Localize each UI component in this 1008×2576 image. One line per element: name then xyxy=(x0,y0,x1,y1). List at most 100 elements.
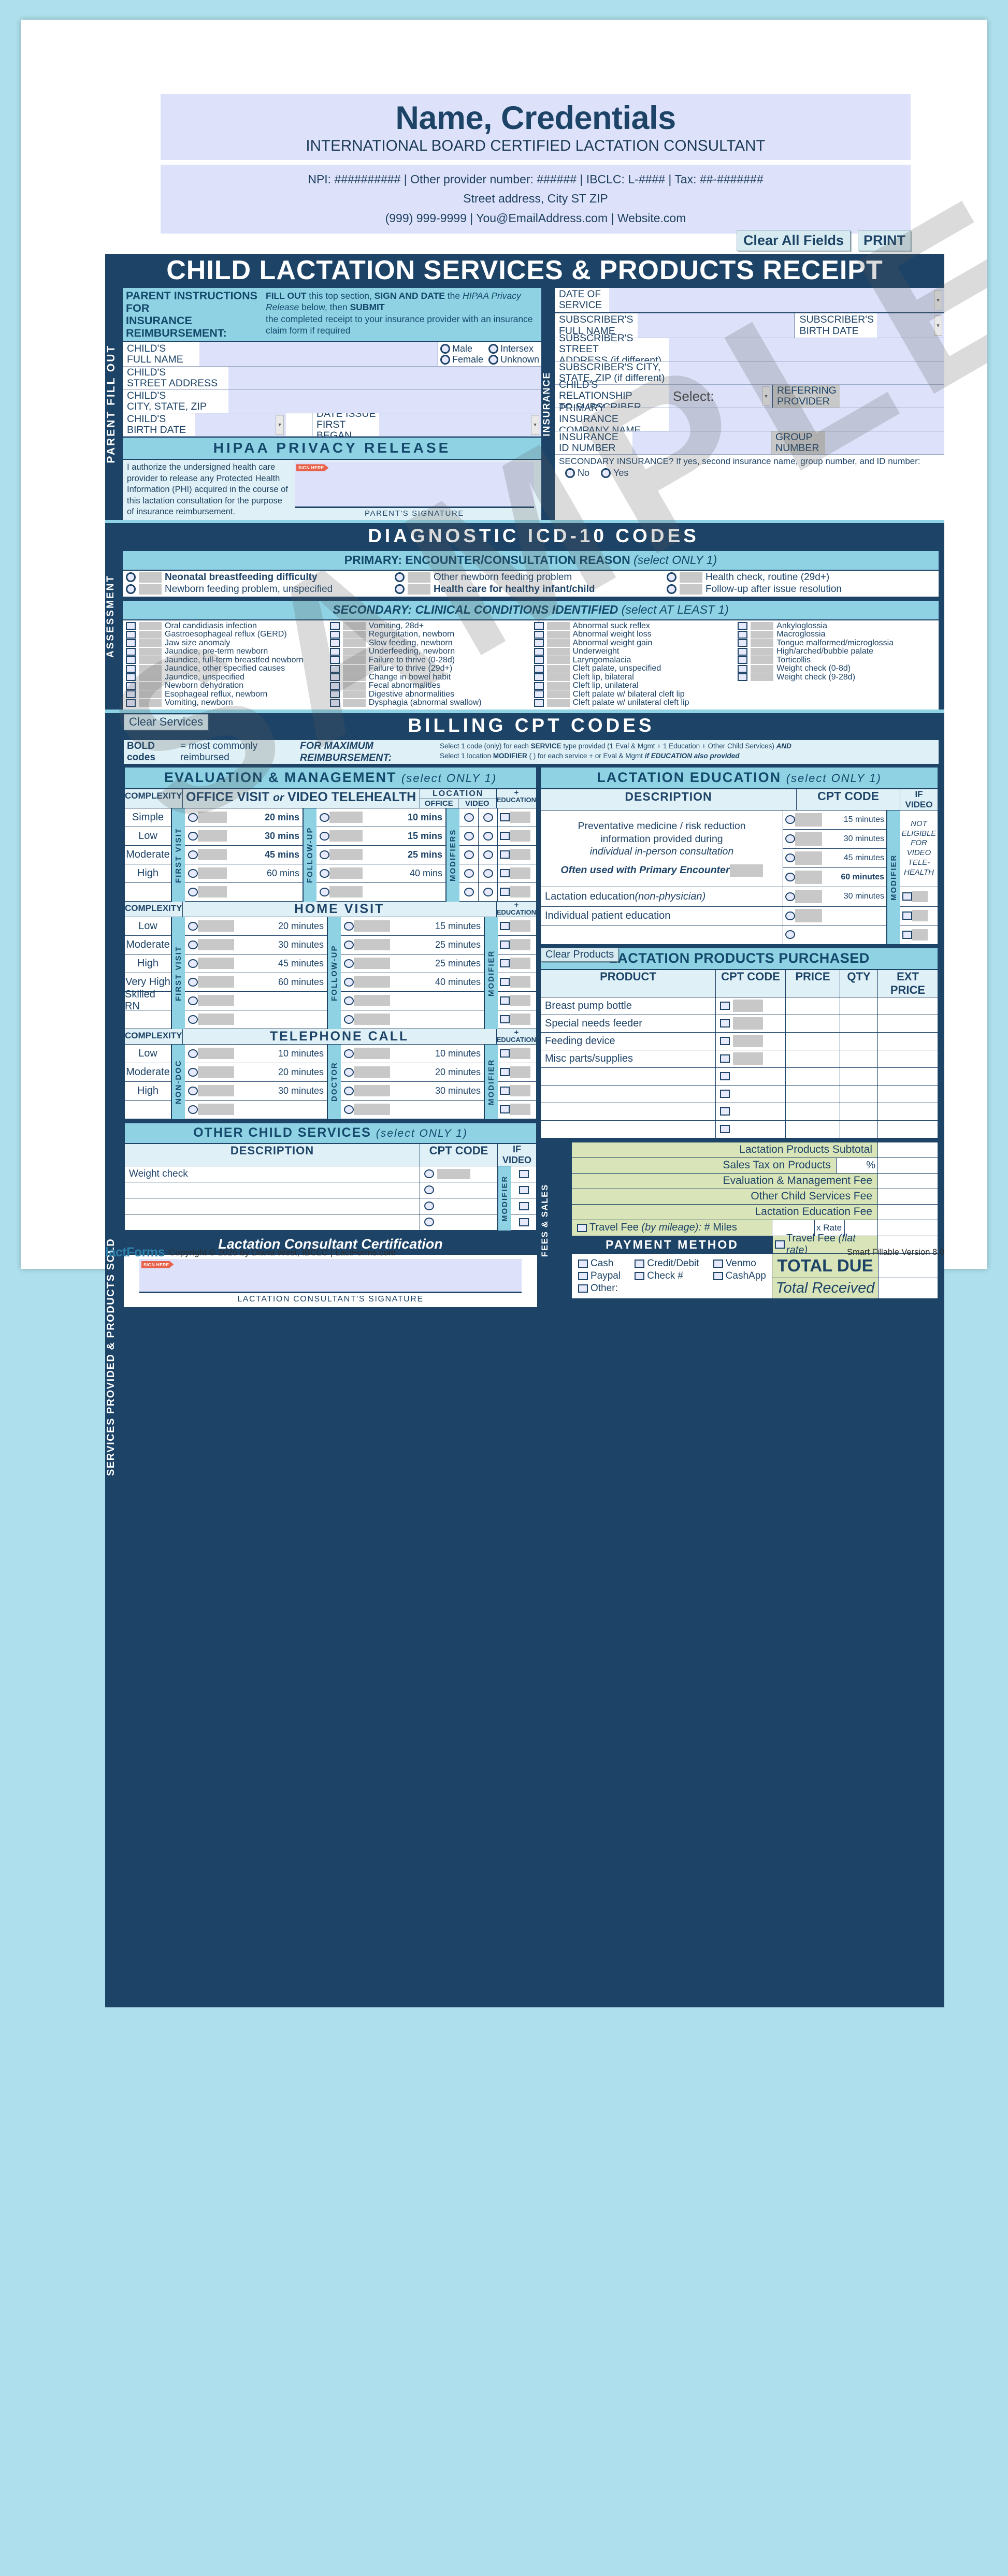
radio-phone-doctor-0-icon[interactable] xyxy=(344,1049,354,1058)
radio-phone-doctor-1-icon[interactable] xyxy=(344,1068,354,1077)
radio-office-follow-2-icon[interactable] xyxy=(320,850,329,859)
product-price-3[interactable] xyxy=(786,1050,840,1068)
secondary-option-1-9[interactable]: Dysphagia (abnormal swallow) xyxy=(330,699,531,707)
secondary-option-2-0[interactable]: Abnormal suck reflex xyxy=(534,622,735,631)
radio-education-individual-icon[interactable] xyxy=(785,911,795,920)
checkbox-secondary-0-8-icon[interactable] xyxy=(126,690,136,698)
radio-home-follow-4-icon[interactable] xyxy=(344,996,354,1005)
checkbox-payment-2-icon[interactable] xyxy=(713,1260,723,1268)
product-name-4[interactable] xyxy=(541,1068,715,1086)
primary-option-3[interactable]: Health care for healthy infant/child xyxy=(395,584,667,595)
product-name-2[interactable]: Feeding device xyxy=(541,1033,715,1050)
checkbox-home-education-4-icon[interactable] xyxy=(500,996,510,1005)
radio-education-blank-icon[interactable] xyxy=(785,930,795,939)
product-qty-4[interactable] xyxy=(840,1068,877,1086)
radio-office-first-0-icon[interactable] xyxy=(188,813,198,822)
other-child-desc-3[interactable] xyxy=(125,1214,420,1231)
checkbox-payment-4-icon[interactable] xyxy=(635,1272,644,1280)
travel-fee-mileage-row[interactable]: Travel Fee (by mileage): # Miles xyxy=(572,1220,772,1236)
referring-provider-input[interactable] xyxy=(840,385,944,408)
checkbox-secondary-3-1-icon[interactable] xyxy=(738,631,747,639)
product-name-3[interactable]: Misc parts/supplies xyxy=(541,1050,715,1068)
payment-option-5[interactable]: CashApp xyxy=(713,1270,772,1282)
secondary-option-1-3[interactable]: Underfeeding, newborn xyxy=(330,647,531,656)
secondary-option-2-4[interactable]: Laryngomalacia xyxy=(534,656,735,665)
checkbox-product-1-icon[interactable] xyxy=(720,1019,730,1027)
secondary-option-0-2[interactable]: Jaw size anomaly xyxy=(126,639,327,648)
radio-phone-doctor-3-icon[interactable] xyxy=(344,1105,354,1114)
radio-primary-4-icon[interactable] xyxy=(667,572,676,582)
radio-office-loc-office-0-icon[interactable] xyxy=(464,813,474,822)
radio-phone-doctor-2-icon[interactable] xyxy=(344,1087,354,1095)
checkbox-secondary-1-5-icon[interactable] xyxy=(330,665,340,673)
checkbox-secondary-2-5-icon[interactable] xyxy=(534,665,544,673)
date-issue-first-began-input[interactable] xyxy=(379,413,541,436)
radio-education-prev-2-icon[interactable] xyxy=(785,853,795,862)
radio-office-first-3-icon[interactable] xyxy=(188,869,198,878)
relationship-select-value[interactable]: Select: xyxy=(673,388,714,404)
secondary-option-2-6[interactable]: Cleft lip, bilateral xyxy=(534,673,735,682)
product-price-6[interactable] xyxy=(786,1103,840,1121)
secondary-option-3-5[interactable]: Weight check (0-8d) xyxy=(738,664,939,673)
checkbox-secondary-3-5-icon[interactable] xyxy=(738,665,747,673)
radio-home-follow-5-icon[interactable] xyxy=(344,1015,354,1024)
secondary-option-0-9[interactable]: Vomiting, newborn xyxy=(126,699,327,707)
radio-office-loc-video-0-icon[interactable] xyxy=(483,813,493,822)
checkbox-phone-education-3-icon[interactable] xyxy=(500,1105,510,1113)
checkbox-secondary-2-2-icon[interactable] xyxy=(534,639,544,647)
checkbox-secondary-2-1-icon[interactable] xyxy=(534,631,544,639)
radio-other-child-1-icon[interactable] xyxy=(424,1185,434,1194)
checkbox-secondary-3-3-icon[interactable] xyxy=(738,648,747,656)
radio-home-first-1-icon[interactable] xyxy=(188,940,198,949)
radio-home-follow-1-icon[interactable] xyxy=(344,940,354,949)
checkbox-secondary-1-7-icon[interactable] xyxy=(330,682,340,690)
primary-option-1[interactable]: Newborn feeding problem, unspecified xyxy=(126,584,395,595)
clear-products-button[interactable]: Clear Products xyxy=(541,948,618,962)
secondary-option-3-0[interactable]: Ankyloglossia xyxy=(738,622,939,631)
radio-primary-2-icon[interactable] xyxy=(395,572,405,582)
secondary-option-1-6[interactable]: Change in bowel habit xyxy=(330,673,531,682)
radio-office-first-4-icon[interactable] xyxy=(188,888,198,896)
checkbox-product-5-icon[interactable] xyxy=(720,1090,730,1098)
clear-all-fields-button[interactable]: Clear All Fields xyxy=(737,230,851,251)
radio-home-first-3-icon[interactable] xyxy=(188,978,198,987)
checkbox-secondary-3-0-icon[interactable] xyxy=(738,622,747,630)
product-qty-6[interactable] xyxy=(840,1103,877,1121)
parent-signature-input[interactable] xyxy=(295,462,534,506)
radio-office-loc-office-3-icon[interactable] xyxy=(464,869,474,878)
checkbox-secondary-3-6-icon[interactable] xyxy=(738,673,747,681)
secondary-option-2-3[interactable]: Underweight xyxy=(534,647,735,656)
group-number-input[interactable] xyxy=(825,431,944,454)
checkbox-office-education-3-icon[interactable] xyxy=(500,869,510,877)
checkbox-secondary-1-2-icon[interactable] xyxy=(330,639,340,647)
secondary-option-2-7[interactable]: Cleft lip, unilateral xyxy=(534,682,735,690)
payment-option-3[interactable]: Paypal xyxy=(578,1270,626,1282)
checkbox-secondary-2-4-icon[interactable] xyxy=(534,656,544,664)
total-received-value[interactable] xyxy=(879,1278,938,1298)
child-city-state-zip-input[interactable] xyxy=(228,390,541,413)
checkbox-secondary-0-7-icon[interactable] xyxy=(126,682,136,690)
primary-option-5[interactable]: Follow-up after issue resolution xyxy=(667,584,939,595)
secondary-insurance-no[interactable]: No xyxy=(565,468,589,479)
radio-home-follow-0-icon[interactable] xyxy=(344,922,354,931)
secondary-option-2-1[interactable]: Abnormal weight loss xyxy=(534,630,735,639)
checkbox-secondary-0-4-icon[interactable] xyxy=(126,656,136,664)
radio-yes-icon[interactable] xyxy=(601,468,611,478)
radio-male-icon[interactable] xyxy=(440,344,450,354)
radio-phone-nondoc-3-icon[interactable] xyxy=(188,1105,198,1114)
sex-radio-female[interactable]: Female xyxy=(440,354,488,365)
radio-office-follow-3-icon[interactable] xyxy=(320,869,329,878)
secondary-option-0-8[interactable]: Esophageal reflux, newborn xyxy=(126,690,327,699)
radio-office-loc-video-4-icon[interactable] xyxy=(483,888,493,896)
radio-primary-3-icon[interactable] xyxy=(395,584,405,594)
secondary-option-0-4[interactable]: Jaundice, full-term breastfed newborn xyxy=(126,656,327,665)
product-price-4[interactable] xyxy=(786,1068,840,1086)
radio-other-child-2-icon[interactable] xyxy=(424,1202,434,1210)
radio-home-first-4-icon[interactable] xyxy=(188,996,198,1005)
product-price-1[interactable] xyxy=(786,1015,840,1033)
primary-insurance-company-input[interactable] xyxy=(669,408,944,431)
checkbox-secondary-1-6-icon[interactable] xyxy=(330,673,340,681)
secondary-option-3-1[interactable]: Macroglossia xyxy=(738,630,939,639)
child-street-address-input[interactable] xyxy=(228,367,541,389)
radio-home-first-2-icon[interactable] xyxy=(188,959,198,968)
